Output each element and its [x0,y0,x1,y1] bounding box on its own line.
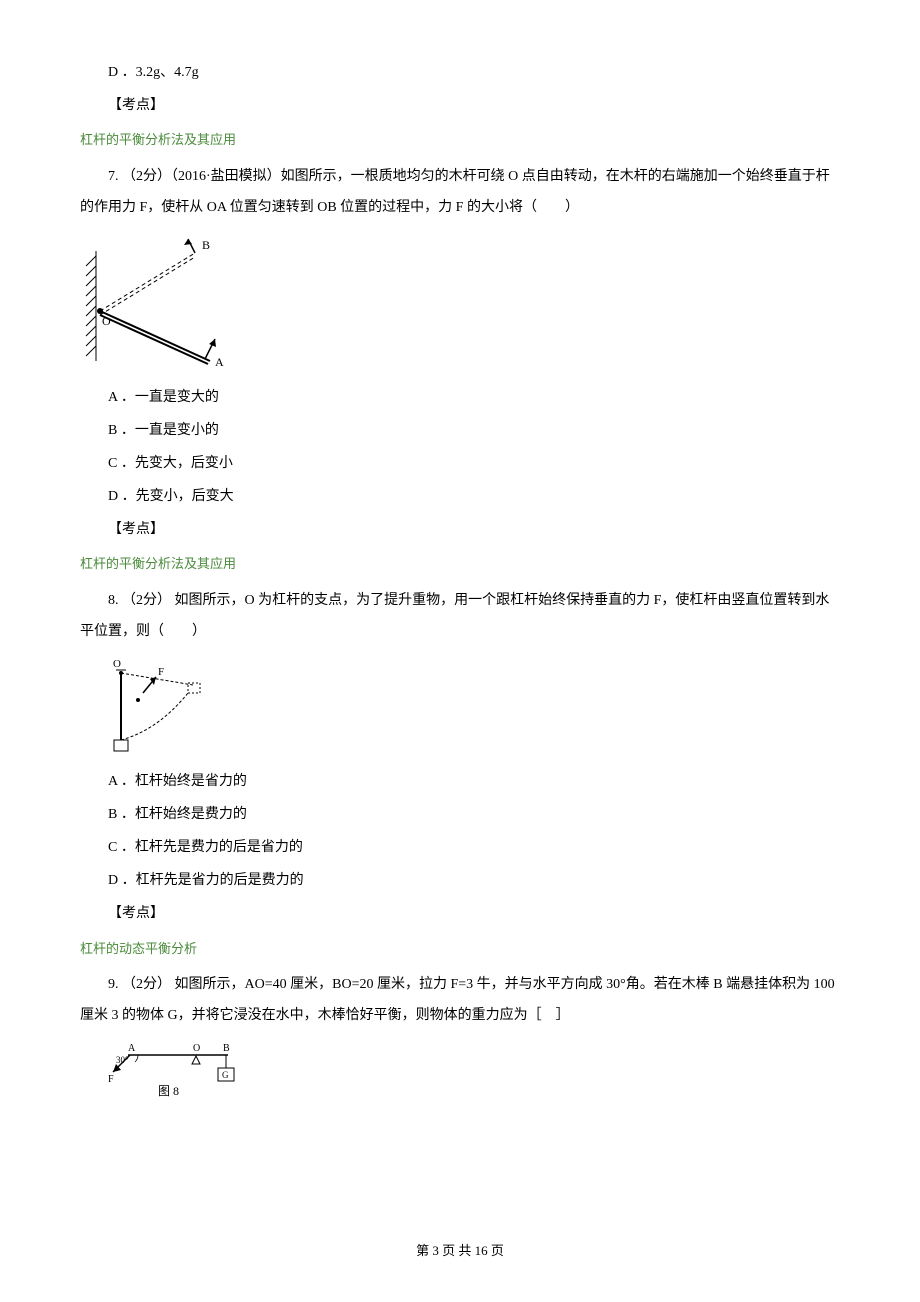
q7-exam-point-label: 【考点】 [80,517,840,542]
q8-exam-point-label: 【考点】 [80,901,840,926]
q9-label-a: A [128,1043,136,1054]
q8-option-d: D ．杠杆先是省力的后是费力的 [80,868,840,893]
q9-label-o: O [193,1043,200,1054]
q7-option-b: B ．一直是变小的 [80,418,840,443]
q7-label-a: A [215,355,224,369]
q7-option-c: C ．先变大，后变小 [80,451,840,476]
q8-label-o: O [113,658,121,670]
q8-option-c: C ．杠杆先是费力的后是省力的 [80,835,840,860]
q9-diagram: A O B 30° F G 图 8 [108,1040,840,1119]
q9-fig-label: 图 8 [158,1084,179,1098]
page-footer: 第 3 页 共 16 页 [0,1239,920,1262]
q8-option-b: B ．杠杆始终是费力的 [80,802,840,827]
q7-stem: 7. （2分）（2016·盐田模拟）如图所示，一根质地均匀的木杆可绕 O 点自由… [80,162,840,224]
q8-diagram: O F [108,655,840,764]
q8-stem: 8. （2分） 如图所示，O 为杠杆的支点，为了提升重物，用一个跟杠杆始终保持垂… [80,586,840,648]
q8-option-a: A ．杠杆始终是省力的 [80,769,840,794]
q6-exam-point-label: 【考点】 [80,93,840,118]
q8-label-f: F [158,666,164,678]
q7-option-a: A ．一直是变大的 [80,385,840,410]
q9-label-g: G [222,1070,229,1080]
q9-label-b: B [223,1043,230,1054]
q9-label-f: F [108,1074,114,1085]
q8-topic: 杠杆的动态平衡分析 [80,937,840,960]
q7-label-b: B [202,238,210,252]
q7-diagram: O B A [80,231,840,380]
q9-label-30: 30° [116,1055,129,1065]
q6-topic: 杠杆的平衡分析法及其应用 [80,128,840,151]
q6-option-d: D ．3.2g、4.7g [80,60,840,85]
q7-option-d: D ．先变小，后变大 [80,484,840,509]
q7-topic: 杠杆的平衡分析法及其应用 [80,552,840,575]
q9-stem: 9. （2分） 如图所示，AO=40 厘米，BO=20 厘米，拉力 F=3 牛，… [80,970,840,1032]
